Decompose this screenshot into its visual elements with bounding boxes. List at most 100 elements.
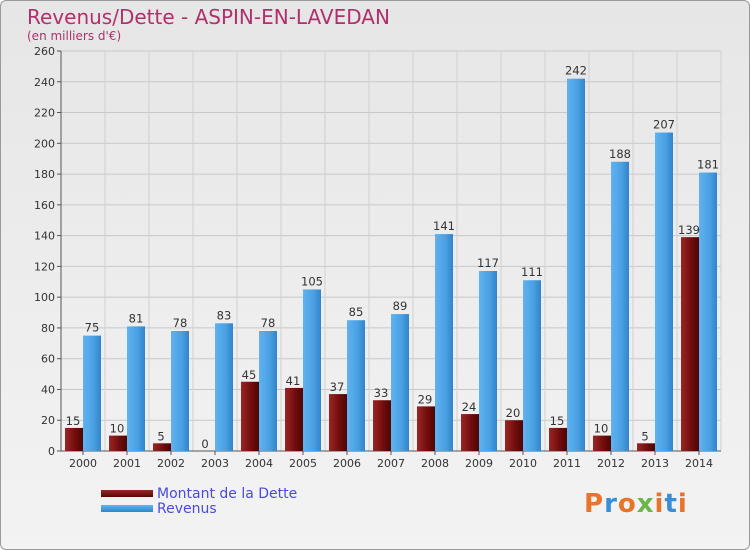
legend-swatch-debt [101, 490, 153, 497]
bar-revenue [435, 234, 453, 451]
logo-letter: i [677, 489, 688, 519]
chart-title: Revenus/Dette - ASPIN-EN-LAVEDAN [27, 5, 390, 29]
y-tick-label: 200 [34, 137, 55, 150]
bar-revenue [259, 331, 277, 451]
x-tick-label: 2002 [157, 457, 185, 470]
y-tick-label: 100 [34, 291, 55, 304]
x-tick-label: 2014 [685, 457, 713, 470]
y-tick-label: 240 [34, 76, 55, 89]
logo-letter: i [654, 489, 665, 519]
value-label-revenue: 242 [565, 64, 587, 78]
y-tick-label: 60 [41, 353, 55, 366]
bar-revenue [127, 326, 145, 451]
value-label-debt: 29 [418, 392, 433, 406]
x-tick-label: 2013 [641, 457, 669, 470]
bar-debt [681, 237, 699, 451]
value-label-debt: 5 [641, 429, 648, 443]
bar-revenue [479, 271, 497, 451]
y-tick-label: 40 [41, 383, 55, 396]
bar-debt [417, 406, 435, 451]
bar-revenue [215, 323, 233, 451]
legend-label-debt: Montant de la Dette [157, 486, 298, 502]
x-tick-label: 2003 [201, 457, 229, 470]
bar-debt [373, 400, 391, 451]
x-tick-label: 2008 [421, 457, 449, 470]
bar-debt [461, 414, 479, 451]
bar-debt [505, 420, 523, 451]
value-label-revenue: 105 [301, 274, 323, 288]
x-tick-label: 2000 [69, 457, 97, 470]
bar-revenue [523, 280, 541, 451]
x-tick-label: 2007 [377, 457, 405, 470]
value-label-revenue: 78 [261, 316, 276, 330]
value-label-debt: 33 [374, 386, 389, 400]
y-tick-label: 220 [34, 107, 55, 120]
value-label-debt: 41 [286, 374, 301, 388]
value-label-revenue: 188 [609, 147, 631, 161]
y-tick-label: 80 [41, 322, 55, 335]
y-tick-label: 160 [34, 199, 55, 212]
x-tick-label: 2010 [509, 457, 537, 470]
y-tick-label: 180 [34, 168, 55, 181]
value-label-debt: 20 [506, 406, 521, 420]
x-tick-label: 2006 [333, 457, 361, 470]
legend-label-revenue: Revenus [157, 501, 217, 517]
logo-letter: r [604, 489, 618, 519]
bar-debt [65, 427, 83, 451]
value-label-debt: 10 [110, 422, 125, 436]
value-label-debt: 5 [157, 429, 164, 443]
bar-revenue [391, 314, 409, 451]
y-tick-label: 260 [34, 45, 55, 58]
y-tick-label: 120 [34, 260, 55, 273]
value-labels: 1575108157808345784110537853389291412411… [66, 64, 719, 451]
proxiti-logo: Proxiti [584, 489, 688, 519]
value-label-revenue: 117 [477, 256, 499, 270]
logo-letter: o [617, 489, 637, 519]
bar-debt [285, 387, 303, 451]
value-label-revenue: 181 [697, 158, 719, 172]
logo-letter: t [664, 489, 678, 519]
value-label-revenue: 111 [521, 265, 543, 279]
x-tick-label: 2005 [289, 457, 317, 470]
value-label-debt: 15 [550, 414, 565, 428]
x-tick-label: 2011 [553, 457, 581, 470]
bar-debt [593, 435, 611, 451]
value-label-debt: 0 [201, 437, 208, 451]
value-label-debt: 10 [594, 422, 609, 436]
bar-debt [153, 443, 171, 451]
chart-subtitle: (en milliers d'€) [27, 29, 122, 43]
bar-revenue [171, 331, 189, 451]
bar-revenue [655, 132, 673, 452]
x-tick-label: 2001 [113, 457, 141, 470]
logo-letter: P [584, 489, 605, 519]
bar-revenue [611, 161, 629, 451]
bar-revenue [83, 335, 101, 451]
value-label-revenue: 81 [129, 311, 144, 325]
y-tick-label: 140 [34, 230, 55, 243]
value-label-debt: 24 [462, 400, 477, 414]
value-label-debt: 139 [678, 223, 700, 237]
bar-debt [241, 381, 259, 451]
value-label-revenue: 78 [173, 316, 188, 330]
bar-debt [637, 443, 655, 451]
bar-debt [109, 435, 127, 451]
x-tick-label: 2012 [597, 457, 625, 470]
y-tick-label: 20 [41, 414, 55, 427]
value-label-revenue: 141 [433, 219, 455, 233]
bar-revenue [347, 320, 365, 451]
legend-swatch-revenue [101, 505, 153, 512]
bar-revenue [699, 172, 717, 452]
bars [65, 78, 717, 452]
value-label-debt: 45 [242, 368, 257, 382]
value-label-revenue: 89 [393, 299, 408, 313]
value-label-revenue: 85 [349, 305, 364, 319]
value-label-revenue: 75 [85, 321, 100, 335]
y-tick-label: 0 [48, 445, 55, 458]
value-label-debt: 37 [330, 380, 345, 394]
bar-debt [549, 427, 567, 451]
value-label-revenue: 83 [217, 308, 232, 322]
bar-revenue [567, 78, 585, 451]
value-label-revenue: 207 [653, 118, 675, 132]
